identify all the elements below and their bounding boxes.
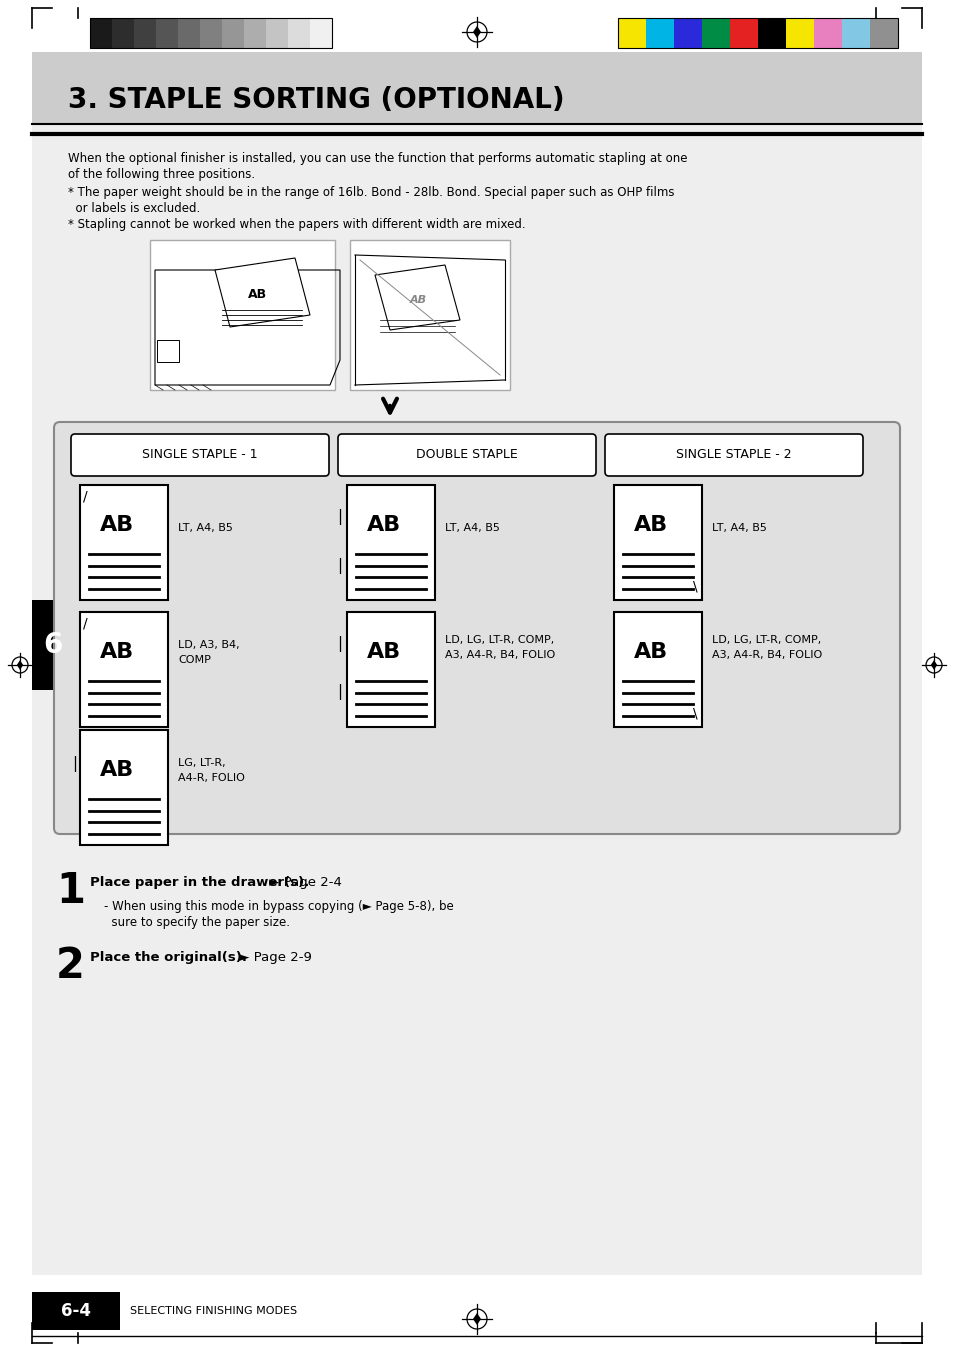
Text: LT, A4, B5: LT, A4, B5 [178, 523, 233, 534]
Text: |: | [337, 685, 342, 701]
Polygon shape [17, 661, 23, 670]
Text: * The paper weight should be in the range of 16lb. Bond - 28lb. Bond. Special pa: * The paper weight should be in the rang… [68, 186, 674, 199]
Text: AB: AB [100, 515, 134, 535]
Bar [310, 18, 332, 49]
Text: SINGLE STAPLE - 1: SINGLE STAPLE - 1 [142, 449, 257, 462]
Polygon shape [375, 265, 459, 330]
Text: Place the original(s).: Place the original(s). [90, 951, 247, 965]
Text: COMP: COMP [178, 655, 211, 665]
Bar [288, 18, 310, 49]
Polygon shape [473, 1313, 480, 1325]
Text: or labels is excluded.: or labels is excluded. [68, 203, 200, 215]
Polygon shape [930, 661, 936, 670]
Text: ► Page 2-4: ► Page 2-4 [265, 875, 341, 889]
Text: 2: 2 [56, 944, 85, 988]
Text: AB: AB [633, 515, 667, 535]
Text: SINGLE STAPLE - 2: SINGLE STAPLE - 2 [676, 449, 791, 462]
Bar [244, 18, 266, 49]
Bar [178, 18, 200, 49]
Bar [729, 18, 758, 49]
Text: AB: AB [367, 515, 400, 535]
Bar [645, 18, 673, 49]
Bar [150, 240, 335, 390]
Bar [32, 1292, 120, 1329]
Text: Place paper in the drawer(s).: Place paper in the drawer(s). [90, 875, 309, 889]
Text: A3, A4-R, B4, FOLIO: A3, A4-R, B4, FOLIO [711, 650, 821, 661]
Bar [841, 18, 869, 49]
Bar [813, 18, 841, 49]
Text: SELECTING FINISHING MODES: SELECTING FINISHING MODES [130, 1306, 296, 1316]
Text: LD, A3, B4,: LD, A3, B4, [178, 640, 239, 650]
Text: ► Page 2-9: ► Page 2-9 [234, 951, 312, 965]
Text: LD, LG, LT-R, COMP,: LD, LG, LT-R, COMP, [444, 635, 554, 644]
Text: 3. STAPLE SORTING (OPTIONAL): 3. STAPLE SORTING (OPTIONAL) [68, 86, 564, 113]
Polygon shape [473, 26, 480, 38]
Bar [90, 18, 332, 49]
FancyBboxPatch shape [71, 434, 329, 476]
Text: |: | [337, 509, 342, 526]
Bar [112, 18, 133, 49]
FancyBboxPatch shape [604, 434, 862, 476]
Text: LT, A4, B5: LT, A4, B5 [711, 523, 766, 534]
Text: AB: AB [248, 289, 267, 301]
Bar [32, 51, 921, 124]
Text: AB: AB [100, 642, 134, 662]
Text: AB: AB [633, 642, 667, 662]
Bar [350, 240, 510, 390]
Bar [222, 18, 244, 49]
Bar [347, 485, 435, 600]
Text: /: / [83, 489, 88, 504]
Bar [347, 612, 435, 727]
Bar [618, 18, 897, 49]
Bar [701, 18, 729, 49]
Bar [80, 485, 168, 600]
FancyBboxPatch shape [337, 434, 596, 476]
Text: A3, A4-R, B4, FOLIO: A3, A4-R, B4, FOLIO [444, 650, 555, 661]
Polygon shape [214, 258, 310, 327]
Text: * Stapling cannot be worked when the papers with different width are mixed.: * Stapling cannot be worked when the pap… [68, 218, 525, 231]
Text: DOUBLE STAPLE: DOUBLE STAPLE [416, 449, 517, 462]
Text: - When using this mode in bypass copying (► Page 5-8), be: - When using this mode in bypass copying… [104, 900, 454, 913]
Text: /: / [83, 616, 88, 631]
Bar [614, 485, 701, 600]
Bar [32, 126, 921, 1275]
Text: LT, A4, B5: LT, A4, B5 [444, 523, 499, 534]
Text: A4-R, FOLIO: A4-R, FOLIO [178, 773, 245, 784]
Bar [869, 18, 897, 49]
Text: AB: AB [367, 642, 400, 662]
Bar [80, 612, 168, 727]
Bar [133, 18, 156, 49]
Text: |: | [337, 558, 342, 574]
Bar [618, 18, 645, 49]
Bar [785, 18, 813, 49]
Text: LG, LT-R,: LG, LT-R, [178, 758, 226, 767]
Bar [758, 18, 785, 49]
Text: When the optional finisher is installed, you can use the function that performs : When the optional finisher is installed,… [68, 153, 687, 165]
Text: \: \ [692, 707, 697, 720]
Bar [614, 612, 701, 727]
Text: 6-4: 6-4 [61, 1302, 91, 1320]
Text: AB: AB [409, 295, 426, 305]
Bar [673, 18, 701, 49]
Bar [200, 18, 222, 49]
Bar [266, 18, 288, 49]
Bar [80, 730, 168, 844]
Text: LD, LG, LT-R, COMP,: LD, LG, LT-R, COMP, [711, 635, 821, 644]
Text: of the following three positions.: of the following three positions. [68, 168, 254, 181]
Text: 6: 6 [43, 631, 63, 659]
FancyBboxPatch shape [54, 422, 899, 834]
Text: \: \ [692, 580, 697, 593]
Text: |: | [337, 636, 342, 653]
Bar [32, 600, 74, 690]
Bar [90, 18, 112, 49]
Text: AB: AB [100, 761, 134, 781]
Bar [157, 340, 179, 362]
Text: |: | [72, 757, 77, 773]
Text: sure to specify the paper size.: sure to specify the paper size. [104, 916, 290, 929]
Bar [156, 18, 178, 49]
Text: 1: 1 [56, 870, 85, 912]
